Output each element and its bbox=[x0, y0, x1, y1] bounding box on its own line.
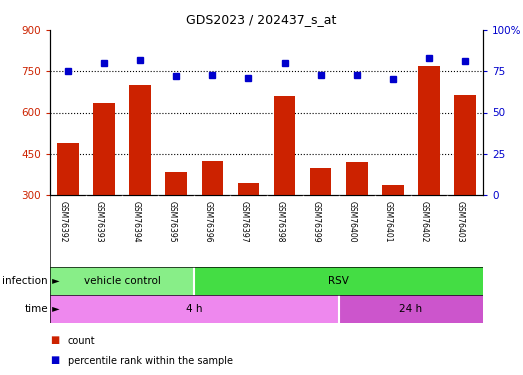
Bar bbox=[93, 103, 115, 195]
Text: GSM76399: GSM76399 bbox=[312, 201, 321, 242]
Text: time: time bbox=[25, 304, 48, 314]
Text: ■: ■ bbox=[50, 356, 59, 366]
Bar bbox=[418, 66, 440, 195]
Text: vehicle control: vehicle control bbox=[84, 276, 161, 286]
Bar bbox=[129, 85, 151, 195]
Text: GSM76400: GSM76400 bbox=[348, 201, 357, 242]
Bar bbox=[339, 295, 483, 323]
Bar bbox=[237, 183, 259, 195]
Bar bbox=[382, 185, 404, 195]
Bar bbox=[201, 160, 223, 195]
Text: GSM76397: GSM76397 bbox=[240, 201, 248, 242]
Bar bbox=[50, 295, 339, 323]
Text: ■: ■ bbox=[50, 336, 59, 345]
Bar bbox=[57, 143, 79, 195]
Bar bbox=[454, 94, 476, 195]
Bar bbox=[274, 96, 295, 195]
Text: percentile rank within the sample: percentile rank within the sample bbox=[68, 356, 233, 366]
Text: ►: ► bbox=[49, 304, 60, 314]
Bar bbox=[310, 168, 332, 195]
Text: infection: infection bbox=[3, 276, 48, 286]
Bar bbox=[346, 162, 368, 195]
Text: ►: ► bbox=[49, 276, 60, 286]
Text: GSM76402: GSM76402 bbox=[420, 201, 429, 242]
Text: RSV: RSV bbox=[328, 276, 349, 286]
Text: GSM76392: GSM76392 bbox=[59, 201, 68, 242]
Text: GSM76398: GSM76398 bbox=[276, 201, 285, 242]
Text: count: count bbox=[68, 336, 96, 345]
Text: GSM76403: GSM76403 bbox=[456, 201, 465, 242]
Text: GSM76393: GSM76393 bbox=[95, 201, 104, 242]
Bar bbox=[165, 172, 187, 195]
Text: GDS2023 / 202437_s_at: GDS2023 / 202437_s_at bbox=[186, 13, 337, 26]
Text: GSM76396: GSM76396 bbox=[203, 201, 212, 242]
Text: 4 h: 4 h bbox=[186, 304, 202, 314]
Text: GSM76401: GSM76401 bbox=[384, 201, 393, 242]
Bar bbox=[195, 267, 483, 295]
Text: 24 h: 24 h bbox=[399, 304, 423, 314]
Text: GSM76394: GSM76394 bbox=[131, 201, 140, 242]
Text: GSM76395: GSM76395 bbox=[167, 201, 176, 242]
Bar bbox=[50, 267, 195, 295]
